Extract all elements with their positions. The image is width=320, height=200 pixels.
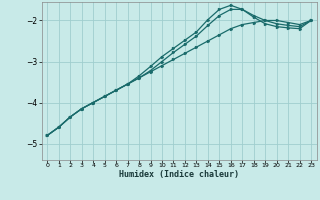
X-axis label: Humidex (Indice chaleur): Humidex (Indice chaleur) (119, 170, 239, 179)
